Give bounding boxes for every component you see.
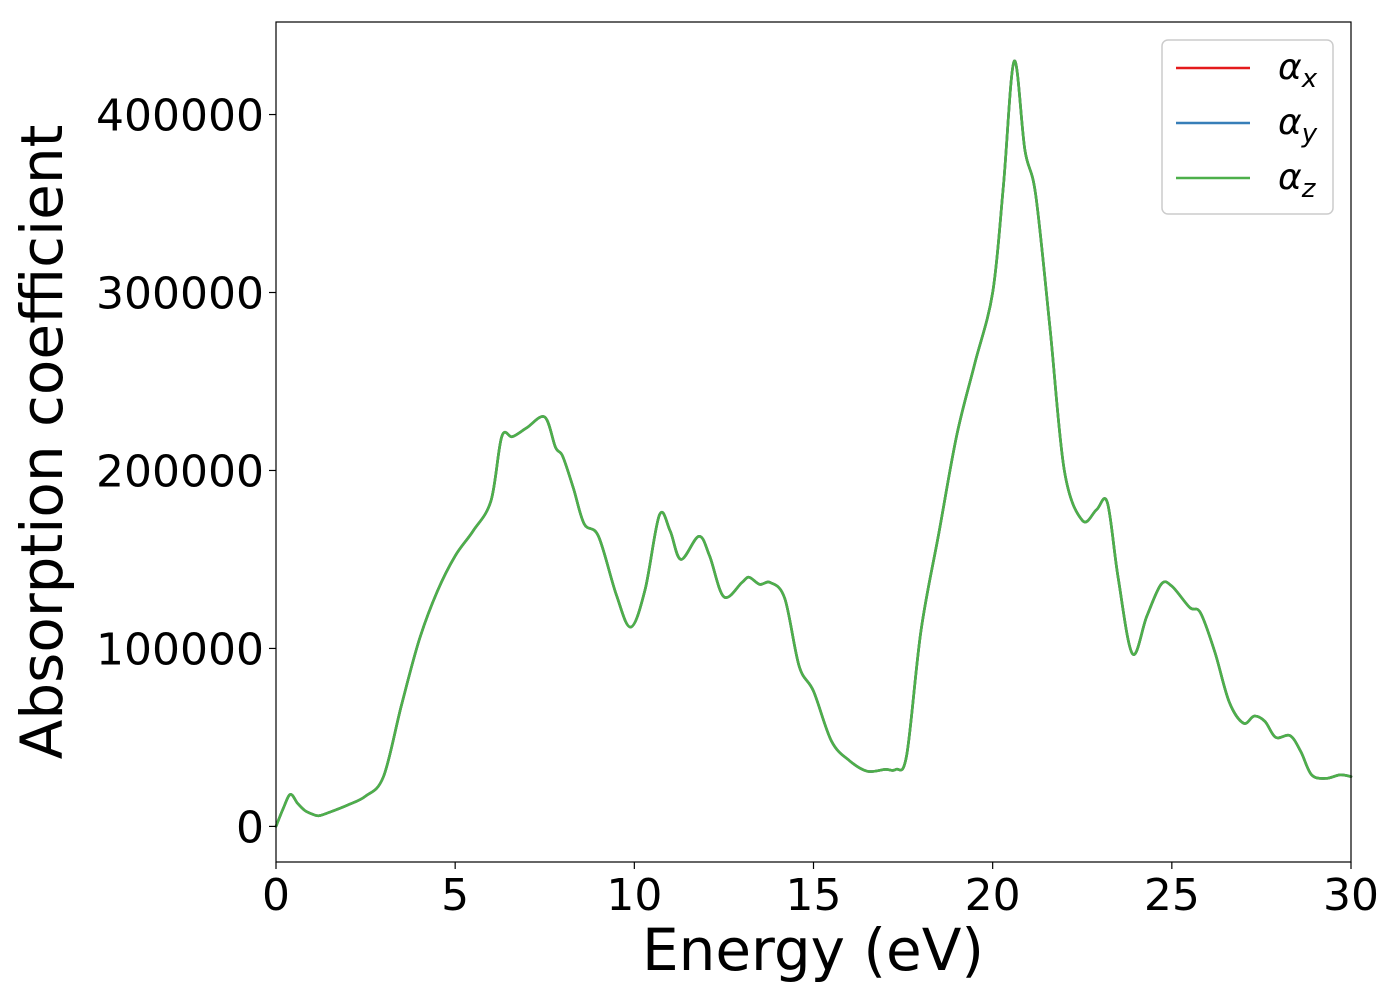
x-tick-label: 10 xyxy=(606,870,662,921)
x-tick-label: 25 xyxy=(1144,870,1200,921)
y-tick-label: 100000 xyxy=(96,624,264,675)
x-tick-label: 15 xyxy=(786,870,842,921)
series-line-z xyxy=(274,59,1353,828)
y-tick-label: 400000 xyxy=(96,91,264,142)
x-tick-label: 0 xyxy=(262,870,290,921)
x-tick-label: 30 xyxy=(1323,870,1379,921)
legend-label-y: αy xyxy=(1278,102,1318,149)
legend: αx αy αz xyxy=(1161,39,1334,215)
legend-box xyxy=(1161,39,1334,215)
legend-label-z: αz xyxy=(1278,157,1317,204)
x-axis-ticks: 0 5 10 15 20 25 30 xyxy=(262,862,1379,921)
legend-label-x: αx xyxy=(1278,47,1318,94)
series-layer xyxy=(274,59,1353,828)
y-tick-label: 0 xyxy=(236,802,264,853)
y-tick-label: 300000 xyxy=(96,269,264,320)
x-axis-label: Energy (eV) xyxy=(642,916,984,984)
x-tick-label: 5 xyxy=(441,870,469,921)
y-axis-label: Absorption coefficient xyxy=(8,125,76,760)
y-axis-ticks: 0 100000 200000 300000 400000 xyxy=(96,91,276,853)
y-tick-label: 200000 xyxy=(96,446,264,497)
x-tick-label: 20 xyxy=(965,870,1021,921)
